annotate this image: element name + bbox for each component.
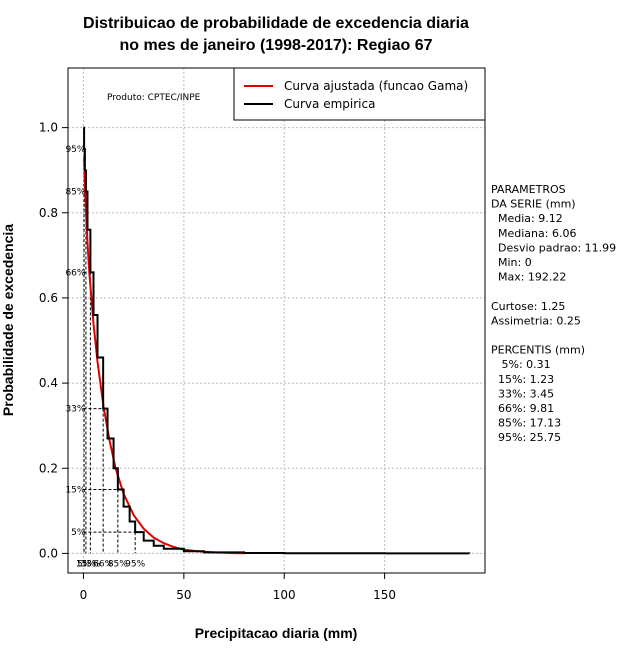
y-tick-label: 0.4: [39, 376, 58, 390]
y-tick-label: 0.2: [39, 461, 58, 475]
percentile-x-label: 85%: [108, 559, 128, 569]
side-panel-line: 33%: 3.45: [491, 387, 554, 400]
percentile-y-label: 85%: [65, 187, 85, 197]
side-panel-line: 66%: 9.81: [491, 402, 554, 415]
side-panel-line: 15%: 1.23: [491, 373, 554, 386]
legend: Curva ajustada (funcao Gama) Curva empir…: [233, 67, 486, 121]
legend-label-fitted: Curva ajustada (funcao Gama): [284, 79, 468, 93]
side-panel-line: Media: 9.12: [491, 212, 563, 225]
percentile-x-label: 5%: [77, 559, 92, 569]
percentile-y-label: 5%: [71, 528, 86, 538]
x-tick-label: 50: [176, 588, 191, 602]
percentile-y-label: 15%: [65, 486, 85, 496]
side-panel-line: PARAMETROS: [491, 183, 566, 196]
x-axis: 0 50 100 150: [80, 573, 396, 602]
empirical-curve: [83, 126, 471, 555]
x-tick-label: 0: [80, 588, 88, 602]
side-panel-line: Max: 192.22: [491, 271, 566, 284]
side-panel-line: Min: 0: [491, 256, 532, 269]
percentile-x-label: 33%: [80, 559, 100, 569]
chart-title-line1: Distribuicao de probabilidade de exceden…: [83, 15, 469, 32]
product-label: Produto: CPTEC/INPE: [107, 93, 201, 103]
percentile-y-label: 95%: [65, 145, 85, 155]
side-panel-line: 5%: 0.31: [491, 358, 551, 371]
y-tick-label: 0.0: [39, 546, 58, 560]
series-lines: [83, 126, 471, 555]
side-panel-line: Mediana: 6.06: [491, 227, 576, 240]
side-panel-line: 85%: 17.13: [491, 417, 561, 430]
y-tick-label: 0.6: [39, 291, 58, 305]
percentile-y-label: 33%: [65, 405, 85, 415]
percentile-x-label: 15%: [76, 559, 96, 569]
percentile-markers: 5%5%15%15%33%33%66%66%85%85%95%95%: [65, 145, 145, 570]
chart-title-line2: no mes de janeiro (1998-2017): Regiao 67: [119, 37, 432, 54]
side-panel-line: Curtose: 1.25: [491, 300, 565, 313]
x-axis-label: Precipitacao diaria (mm): [195, 625, 358, 641]
x-tick-label: 150: [373, 588, 396, 602]
y-tick-label: 1.0: [39, 121, 58, 135]
legend-label-empirical: Curva empirica: [284, 97, 375, 111]
side-panel-line: PERCENTIS (mm): [491, 344, 585, 357]
legend-box: [233, 67, 486, 121]
y-tick-label: 0.8: [39, 206, 58, 220]
y-axis-label: Probabilidade de excedencia: [0, 224, 16, 416]
side-panel-line: DA SERIE (mm): [491, 198, 576, 211]
percentile-x-label: 66%: [93, 559, 113, 569]
side-panel-line: Assimetria: 0.25: [491, 314, 581, 327]
side-panel-line: 95%: 25.75: [491, 431, 561, 444]
y-axis: 0.0 0.2 0.4 0.6 0.8 1.0: [39, 121, 68, 560]
grid-lines: [68, 68, 485, 573]
side-panel-line: Desvio padrao: 11.99: [491, 241, 616, 254]
percentile-x-label: 95%: [125, 559, 145, 569]
x-tick-label: 100: [273, 588, 296, 602]
side-panel: PARAMETROS DA SERIE (mm) Media: 9.12 Medi…: [491, 183, 616, 444]
percentile-y-label: 66%: [65, 268, 85, 278]
